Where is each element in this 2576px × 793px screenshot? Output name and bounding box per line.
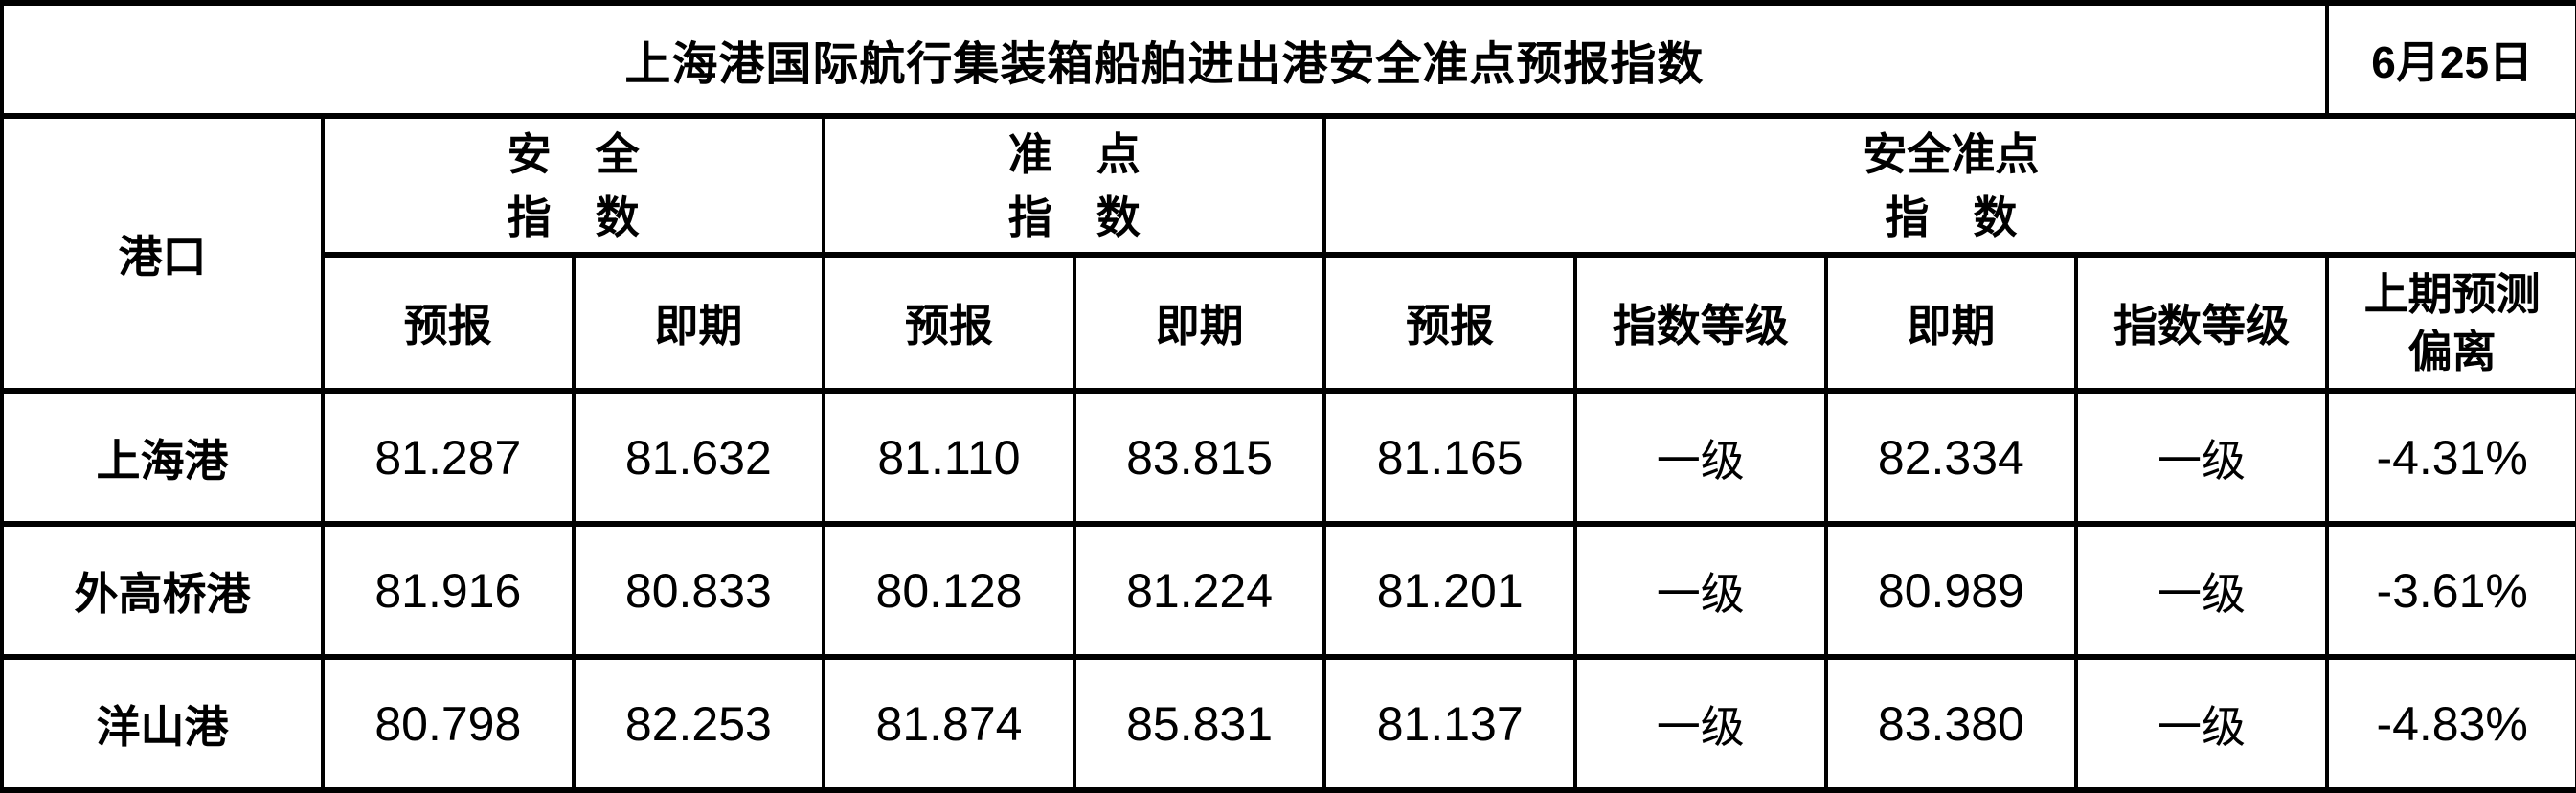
group-header-punctuality-line1: 准 点 [1007, 128, 1141, 179]
value-cell: 80.128 [822, 521, 1076, 660]
grade-cell: 一级 [2074, 521, 2329, 660]
port-name-cell: 外高桥港 [0, 521, 325, 660]
group-header-safety-line2: 指 数 [507, 192, 640, 242]
grade-cell: 一级 [1572, 388, 1828, 527]
value-cell: 81.224 [1072, 521, 1327, 660]
group-header-safety-punctuality-line2: 指 数 [1885, 192, 2018, 242]
value-cell: 80.833 [571, 521, 826, 660]
group-header-safety-line1: 安 全 [507, 128, 640, 179]
value-cell: 82.334 [1823, 388, 2079, 527]
value-cell: 80.798 [321, 654, 576, 793]
port-name-cell: 洋山港 [0, 654, 325, 793]
col-header-previous-forecast-deviation: 上期预测 偏离 [2324, 252, 2576, 394]
col-header-sp-current-grade: 指数等级 [2074, 252, 2329, 394]
title-row: 上海港国际航行集装箱船舶进出港安全准点预报指数 6月25日 [0, 0, 2576, 119]
group-header-safety-punctuality-line1: 安全准点 [1863, 128, 2040, 179]
group-header-safety-index: 安 全 指 数 [320, 113, 826, 258]
table-row-yangshan: 洋山港 80.798 82.253 81.874 85.831 81.137 一… [0, 654, 2576, 793]
group-header-row: 港口 安 全 指 数 准 点 指 数 安全准点 指 数 [0, 113, 2576, 394]
grade-cell: 一级 [2074, 388, 2329, 527]
grade-cell: 一级 [2074, 654, 2329, 793]
value-cell: 80.989 [1823, 521, 2079, 660]
value-cell: 81.165 [1322, 388, 1577, 527]
report-date: 6月25日 [2324, 0, 2576, 119]
table-title: 上海港国际航行集装箱船舶进出港安全准点预报指数 [0, 0, 2329, 119]
group-header-punctuality-line2: 指 数 [1007, 192, 1141, 242]
col-header-deviation-line1: 上期预测 [2363, 269, 2541, 319]
group-header-punctuality-index: 准 点 指 数 [822, 113, 1327, 258]
table-row-shanghai: 上海港 81.287 81.632 81.110 83.815 81.165 一… [0, 388, 2576, 527]
value-cell: 85.831 [1072, 654, 1327, 793]
value-cell: 81.201 [1322, 521, 1577, 660]
value-cell: 83.380 [1823, 654, 2079, 793]
col-header-port: 港口 [0, 113, 325, 394]
col-header-sp-forecast-grade: 指数等级 [1572, 252, 1828, 394]
value-cell: 81.287 [321, 388, 576, 527]
col-header-deviation-line2: 偏离 [2407, 327, 2497, 376]
col-header-punctuality-forecast: 预报 [822, 252, 1076, 394]
deviation-cell: -4.31% [2324, 388, 2576, 527]
col-header-punctuality-current: 即期 [1072, 252, 1327, 394]
grade-cell: 一级 [1572, 521, 1828, 660]
deviation-cell: -4.83% [2324, 654, 2576, 793]
value-cell: 82.253 [571, 654, 826, 793]
value-cell: 81.110 [822, 388, 1076, 527]
col-header-safety-forecast: 预报 [321, 252, 576, 394]
port-name-cell: 上海港 [0, 388, 325, 527]
value-cell: 81.916 [321, 521, 576, 660]
col-header-safety-current: 即期 [571, 252, 826, 394]
value-cell: 81.874 [822, 654, 1076, 793]
col-header-sp-forecast: 预报 [1322, 252, 1577, 394]
deviation-cell: -3.61% [2324, 521, 2576, 660]
table-row-waigaoqiao: 外高桥港 81.916 80.833 80.128 81.224 81.201 … [0, 521, 2576, 660]
grade-cell: 一级 [1572, 654, 1828, 793]
value-cell: 83.815 [1072, 388, 1327, 527]
sub-header-row: 预报 即期 预报 即期 预报 指数等级 即期 指数等级 上期预测 偏离 [2, 252, 2576, 394]
col-header-sp-current: 即期 [1823, 252, 2079, 394]
group-header-safety-punctuality-index: 安全准点 指 数 [1322, 113, 2576, 258]
value-cell: 81.632 [571, 388, 826, 527]
value-cell: 81.137 [1322, 654, 1577, 793]
